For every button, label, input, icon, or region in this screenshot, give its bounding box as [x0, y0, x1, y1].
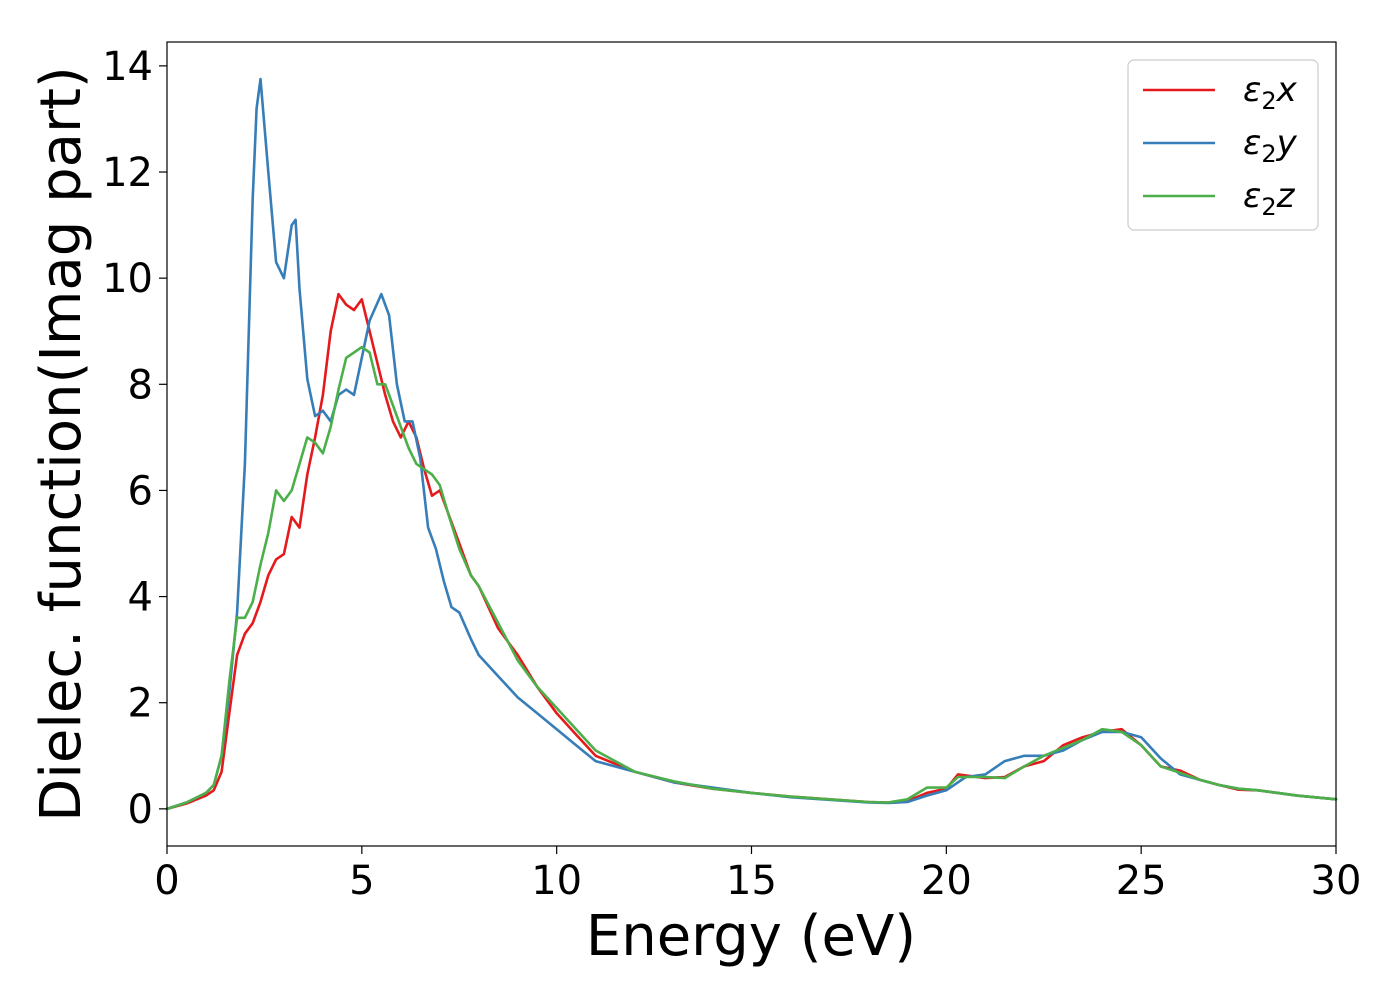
x-tick-label: 15	[726, 858, 777, 904]
y-tick-label: 6	[128, 468, 153, 514]
x-axis-label: Energy (eV)	[586, 904, 916, 969]
x-tick-label: 20	[921, 858, 972, 904]
y-tick-label: 2	[128, 681, 153, 727]
x-tick-label: 10	[531, 858, 582, 904]
legend-label-x: ε2x	[1243, 70, 1298, 115]
y-tick-label: 8	[128, 362, 153, 408]
y-tick-label: 4	[128, 575, 153, 621]
y-tick-label: 14	[102, 44, 153, 90]
series-line-z	[165, 345, 1338, 811]
legend-label-y: ε2y	[1243, 123, 1298, 168]
y-axis-label: Dielec. function(Imag part)	[29, 66, 94, 822]
x-tick-label: 5	[349, 858, 374, 904]
y-tick-label: 12	[102, 150, 153, 196]
x-tick-label: 25	[1116, 858, 1167, 904]
series-layer	[165, 77, 1338, 811]
x-axis-ticks: 0 5 10 15 20 25 30	[154, 846, 1361, 904]
x-tick-label: 30	[1311, 858, 1362, 904]
legend-box	[1127, 59, 1319, 231]
x-tick-label: 0	[154, 858, 179, 904]
y-tick-label: 10	[102, 256, 153, 302]
y-tick-label: 0	[128, 787, 153, 833]
y-axis-ticks: 0 2 4 6 8 10 12 14	[102, 44, 167, 833]
legend-label-z: ε2z	[1243, 176, 1296, 221]
legend: ε2x ε2y ε2z	[1127, 59, 1319, 231]
